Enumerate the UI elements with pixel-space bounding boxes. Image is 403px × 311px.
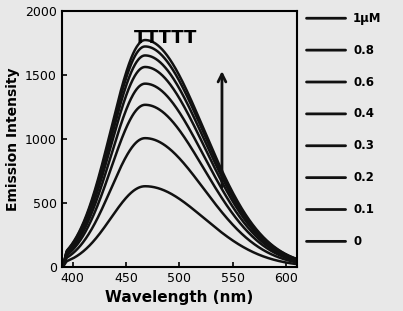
- Text: TTTTT: TTTTT: [133, 29, 197, 47]
- Text: 0.4: 0.4: [353, 107, 374, 120]
- Text: 0.2: 0.2: [353, 171, 374, 184]
- X-axis label: Wavelength (nm): Wavelength (nm): [105, 290, 253, 305]
- Text: 0.1: 0.1: [353, 203, 374, 216]
- Text: 1μM: 1μM: [353, 12, 382, 25]
- Text: 0: 0: [353, 235, 361, 248]
- Text: 0.8: 0.8: [353, 44, 374, 57]
- Text: 0.3: 0.3: [353, 139, 374, 152]
- Text: 0.6: 0.6: [353, 76, 374, 89]
- Y-axis label: Emission Intensity: Emission Intensity: [6, 67, 20, 211]
